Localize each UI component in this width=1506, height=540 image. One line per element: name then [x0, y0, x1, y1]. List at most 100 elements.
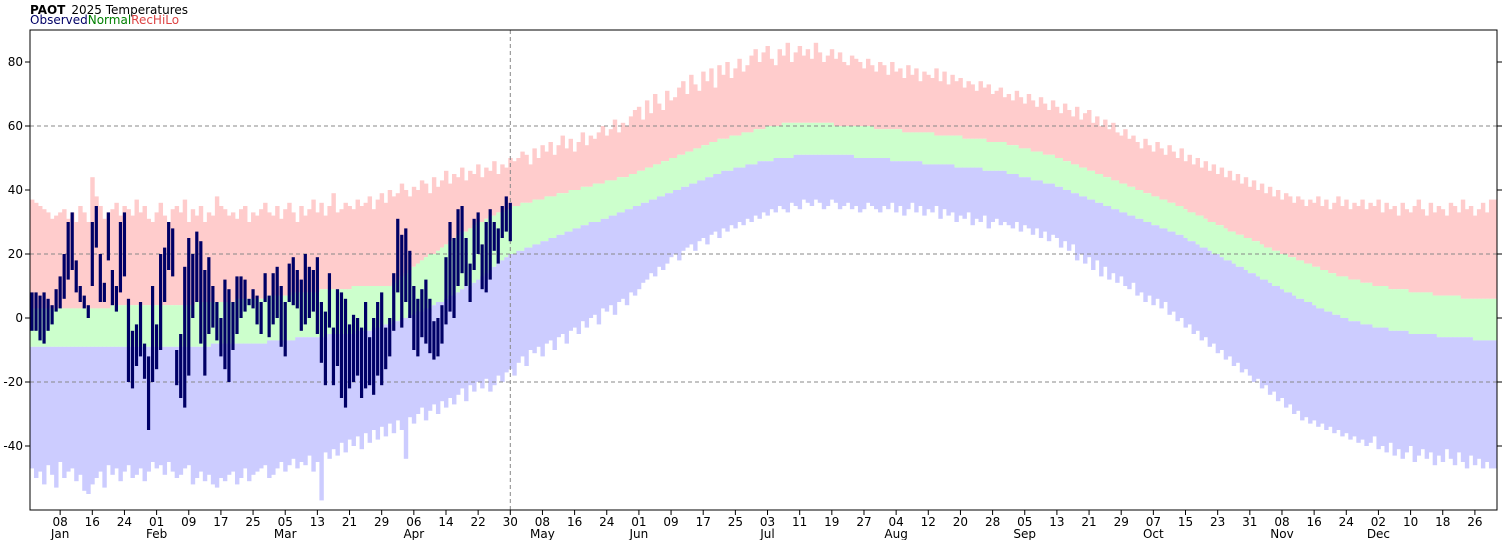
- band: [238, 343, 244, 478]
- band: [1119, 135, 1124, 184]
- band: [1219, 167, 1225, 226]
- band: [1062, 161, 1068, 190]
- band: [1376, 199, 1381, 286]
- band: [717, 174, 722, 238]
- band: [62, 308, 67, 347]
- band: [942, 71, 947, 136]
- band: [1050, 183, 1056, 235]
- band: [130, 305, 135, 347]
- x-tick-label: 17: [696, 515, 711, 529]
- band: [1179, 234, 1184, 318]
- band: [1279, 199, 1285, 254]
- band: [1251, 241, 1257, 274]
- band: [568, 231, 573, 331]
- band: [484, 273, 489, 379]
- band: [1062, 103, 1068, 162]
- band: [970, 138, 975, 168]
- band: [849, 154, 855, 210]
- band: [42, 346, 47, 485]
- band: [528, 247, 533, 350]
- band: [291, 212, 296, 293]
- title: 2025 Temperatures: [71, 3, 188, 17]
- band: [520, 250, 525, 357]
- band: [673, 97, 678, 158]
- observed-bar: [46, 298, 50, 331]
- band: [861, 126, 867, 158]
- observed-bar: [331, 327, 336, 386]
- legend-entry: RecHiLo: [131, 13, 179, 27]
- band: [781, 55, 787, 123]
- band: [1352, 202, 1357, 280]
- band: [990, 94, 996, 142]
- band: [990, 170, 996, 222]
- band: [556, 234, 561, 338]
- band: [930, 164, 935, 213]
- band: [1070, 193, 1076, 245]
- band: [817, 52, 823, 123]
- band: [1139, 218, 1144, 293]
- band: [950, 164, 955, 213]
- band: [1271, 250, 1277, 286]
- band: [725, 170, 730, 232]
- band: [564, 193, 569, 232]
- band: [1022, 148, 1028, 178]
- band: [833, 58, 839, 126]
- band: [1388, 289, 1393, 331]
- band: [1348, 321, 1353, 440]
- band: [34, 346, 39, 478]
- band: [648, 199, 654, 274]
- observed-bar: [311, 270, 315, 312]
- band: [677, 190, 682, 261]
- band: [1352, 279, 1357, 322]
- band: [134, 346, 139, 475]
- band: [439, 180, 445, 248]
- band: [966, 138, 971, 168]
- band: [994, 170, 1000, 219]
- band: [1070, 164, 1076, 194]
- band: [1131, 135, 1136, 187]
- band: [797, 46, 803, 123]
- band: [383, 324, 389, 437]
- band: [504, 209, 509, 258]
- band: [516, 250, 521, 363]
- x-tick-label: 28: [985, 515, 1000, 529]
- band: [1171, 231, 1176, 312]
- band: [1480, 298, 1486, 341]
- observed-bar: [291, 257, 295, 306]
- band: [1006, 94, 1012, 146]
- band: [1135, 218, 1140, 296]
- band: [608, 215, 614, 306]
- observed-bar: [30, 292, 34, 331]
- band: [572, 151, 578, 190]
- band: [560, 193, 565, 235]
- band: [1356, 206, 1361, 280]
- band: [1275, 250, 1281, 286]
- band: [1356, 321, 1361, 443]
- band: [841, 154, 847, 206]
- band: [697, 180, 702, 242]
- band: [295, 337, 300, 469]
- band: [572, 228, 578, 328]
- band: [1368, 282, 1373, 325]
- x-tick-label: 16: [85, 515, 100, 529]
- observed-bar: [484, 222, 488, 293]
- band: [773, 65, 778, 126]
- band: [1099, 126, 1104, 174]
- observed-bar: [259, 302, 263, 334]
- band: [942, 164, 947, 210]
- band: [861, 158, 867, 210]
- band: [777, 49, 782, 127]
- band: [38, 346, 43, 472]
- band: [958, 167, 963, 216]
- band: [146, 305, 151, 347]
- band: [652, 94, 658, 165]
- band: [1396, 330, 1401, 450]
- band: [170, 305, 176, 347]
- band: [1416, 199, 1422, 293]
- x-tick-label: 06: [406, 515, 421, 529]
- band: [725, 62, 730, 139]
- observed-bar: [468, 263, 472, 302]
- band: [263, 298, 268, 344]
- band: [472, 174, 477, 226]
- band: [1207, 250, 1213, 347]
